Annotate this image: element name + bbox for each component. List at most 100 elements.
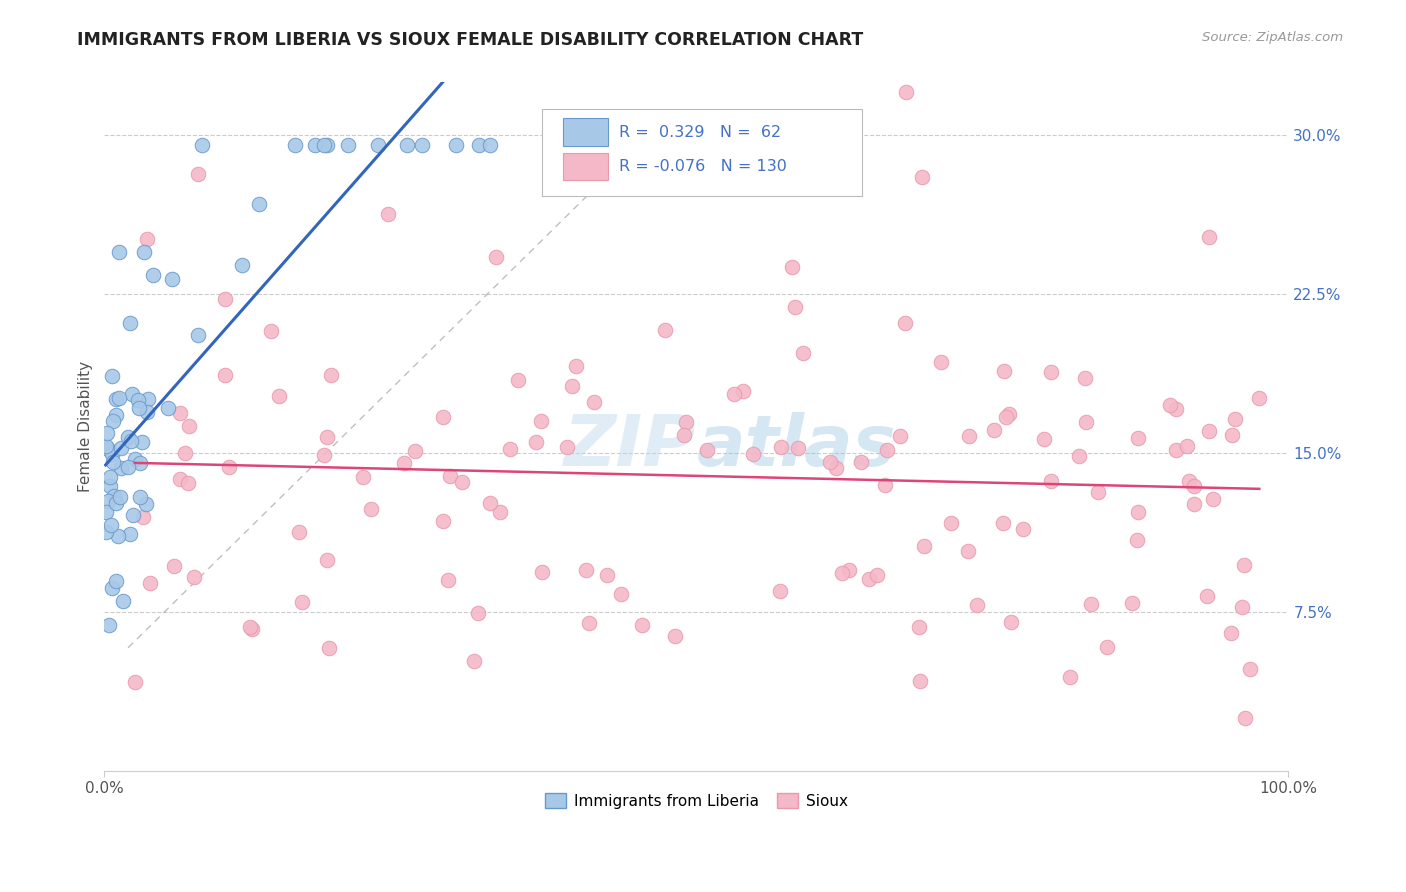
Point — [287, 524, 309, 539]
Point — [907, 620, 929, 634]
Point — [134, 244, 156, 259]
Text: Source: ZipAtlas.com: Source: ZipAtlas.com — [1202, 31, 1343, 45]
Point — [136, 232, 159, 246]
Point — [117, 430, 139, 444]
Point — [1178, 474, 1201, 488]
Point — [214, 368, 236, 382]
Point — [530, 414, 553, 428]
Point — [187, 167, 209, 181]
Point — [108, 490, 131, 504]
Y-axis label: Female Disability: Female Disability — [79, 360, 93, 491]
Point — [1220, 427, 1243, 442]
Point — [561, 379, 583, 393]
Point — [631, 617, 654, 632]
Point — [1234, 711, 1257, 725]
Point — [1033, 432, 1056, 446]
Point — [132, 510, 155, 524]
Point — [110, 442, 132, 456]
Point — [831, 566, 853, 581]
Point — [315, 138, 337, 153]
Point — [957, 428, 980, 442]
Point — [983, 423, 1005, 437]
Point — [138, 392, 160, 407]
Point — [404, 443, 426, 458]
Text: IMMIGRANTS FROM LIBERIA VS SIOUX FEMALE DISABILITY CORRELATION CHART: IMMIGRANTS FROM LIBERIA VS SIOUX FEMALE … — [77, 31, 863, 49]
Point — [120, 434, 142, 449]
Point — [122, 508, 145, 523]
Point — [120, 316, 142, 330]
Point — [120, 527, 142, 541]
Point — [142, 268, 165, 282]
Point — [1074, 371, 1097, 385]
Point — [240, 622, 263, 636]
Point — [314, 138, 336, 153]
Point — [187, 328, 209, 343]
Point — [94, 439, 117, 453]
Text: R =  0.329   N =  62: R = 0.329 N = 62 — [620, 125, 782, 140]
Point — [1166, 442, 1188, 457]
Point — [247, 196, 270, 211]
Point — [96, 505, 118, 519]
Point — [1040, 475, 1063, 489]
Point — [437, 573, 460, 587]
Point — [183, 569, 205, 583]
Point — [908, 674, 931, 689]
Point — [1080, 597, 1102, 611]
Point — [463, 654, 485, 668]
Point — [1126, 431, 1149, 445]
Point — [941, 516, 963, 530]
Point — [392, 457, 415, 471]
Point — [994, 410, 1017, 425]
Point — [1175, 439, 1198, 453]
Point — [993, 364, 1015, 378]
Point — [318, 640, 340, 655]
Point — [218, 459, 240, 474]
Point — [314, 448, 336, 462]
Point — [673, 428, 696, 442]
Point — [98, 469, 121, 483]
Point — [104, 496, 127, 510]
Point — [117, 459, 139, 474]
Point — [468, 138, 491, 153]
Point — [367, 138, 389, 153]
Point — [894, 86, 917, 100]
Point — [128, 456, 150, 470]
Point — [838, 563, 860, 577]
Point — [911, 169, 934, 184]
Point — [1159, 398, 1181, 412]
Point — [479, 496, 502, 510]
Point — [98, 618, 121, 632]
Point — [169, 406, 191, 420]
Point — [489, 505, 512, 519]
Point — [851, 455, 873, 469]
FancyBboxPatch shape — [562, 153, 607, 180]
Point — [1182, 497, 1205, 511]
Point — [1011, 522, 1033, 536]
Point — [912, 539, 935, 553]
Point — [1198, 229, 1220, 244]
Point — [792, 346, 814, 360]
Point — [105, 408, 128, 422]
Point — [124, 675, 146, 690]
Point — [873, 478, 896, 492]
Point — [524, 434, 547, 449]
Point — [156, 401, 179, 415]
Point — [177, 476, 200, 491]
Point — [733, 384, 755, 398]
Point — [121, 387, 143, 401]
Point — [96, 426, 118, 441]
Point — [136, 405, 159, 419]
Point — [929, 355, 952, 369]
Point — [104, 574, 127, 588]
Point — [957, 543, 980, 558]
Point — [101, 368, 124, 383]
Point — [991, 516, 1014, 531]
Point — [1233, 558, 1256, 572]
Text: R = -0.076   N = 130: R = -0.076 N = 130 — [620, 159, 787, 174]
Point — [575, 563, 598, 577]
Point — [316, 430, 339, 444]
Point — [478, 138, 501, 153]
Point — [100, 518, 122, 533]
Point — [173, 445, 195, 459]
Point — [786, 442, 808, 456]
